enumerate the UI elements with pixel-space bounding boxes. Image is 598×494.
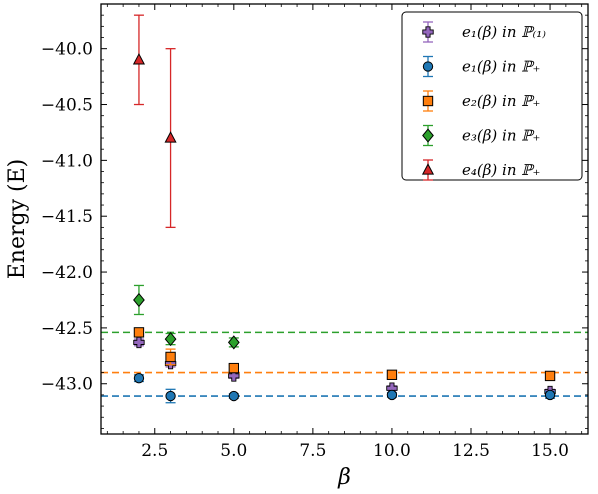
data-marks — [132, 14, 556, 404]
y-tick-label: −43.0 — [41, 375, 93, 395]
y-tick-label: −41.0 — [41, 151, 93, 171]
data-point — [228, 362, 239, 374]
data-point — [422, 128, 434, 143]
data-point — [544, 370, 556, 382]
legend-entry: e₂(β) in ℙ₊ — [422, 90, 540, 112]
data-point — [386, 369, 398, 380]
legend-label: e₄(β) in ℙ₊ — [462, 161, 540, 179]
x-tick-label: 7.5 — [299, 441, 326, 461]
data-point — [133, 327, 145, 338]
y-tick-label: −42.5 — [41, 319, 93, 339]
legend-entry: e₄(β) in ℙ₊ — [421, 159, 540, 181]
series — [132, 14, 177, 229]
data-point — [228, 390, 239, 402]
x-tick-label: 10.0 — [373, 441, 411, 461]
x-tick-label: 5.0 — [220, 441, 247, 461]
legend-label: e₃(β) in ℙ₊ — [462, 127, 540, 145]
series — [133, 284, 240, 350]
x-tick-label: 15.0 — [531, 441, 569, 461]
x-tick-label: 2.5 — [141, 441, 168, 461]
data-point — [165, 390, 176, 402]
reference-lines — [101, 331, 588, 397]
legend-entry: e₃(β) in ℙ₊ — [422, 124, 540, 147]
legend-entry: e₁(β) in ℙ₊ — [422, 55, 540, 78]
y-tick-label: −40.0 — [41, 40, 93, 60]
data-point — [133, 336, 145, 349]
legend: e₁(β) in ℙ₍₁₎ e₁(β) in ℙ₊ e₂(β) in ℙ₊ e₃(β)… — [401, 11, 583, 181]
y-tick-label: −40.5 — [41, 96, 93, 116]
legend-entry: e₁(β) in ℙ₍₁₎ — [422, 21, 546, 43]
y-tick-label: −42.0 — [41, 263, 93, 283]
series — [133, 372, 556, 404]
y-tick-label: −41.5 — [41, 207, 93, 227]
x-axis-label: β — [337, 465, 351, 490]
data-point — [422, 61, 434, 72]
data-point — [386, 389, 398, 401]
data-point — [422, 26, 434, 38]
data-point — [421, 163, 435, 175]
data-point — [544, 389, 556, 401]
data-point — [133, 372, 145, 384]
legend-box — [401, 11, 583, 181]
legend-label: e₂(β) in ℙ₊ — [462, 92, 540, 110]
series — [133, 327, 556, 382]
data-point — [228, 370, 240, 382]
data-point — [132, 52, 146, 65]
data-point — [164, 331, 177, 347]
legend-label: e₁(β) in ℙ₊ — [462, 58, 540, 76]
data-point — [165, 351, 176, 363]
x-tick-label: 12.5 — [452, 441, 490, 461]
data-point — [133, 292, 145, 308]
y-axis-label: Energy (E) — [5, 159, 30, 280]
data-point — [164, 131, 177, 143]
series — [133, 336, 556, 398]
data-point — [422, 95, 434, 107]
legend-label: e₁(β) in ℙ₍₁₎ — [462, 23, 546, 41]
data-point — [227, 335, 240, 350]
axis-ticks: 2.5 5.0 7.5 10.0 12.5 15.0 −43.0 −42.5 −42.0 −41.… — [41, 4, 588, 461]
